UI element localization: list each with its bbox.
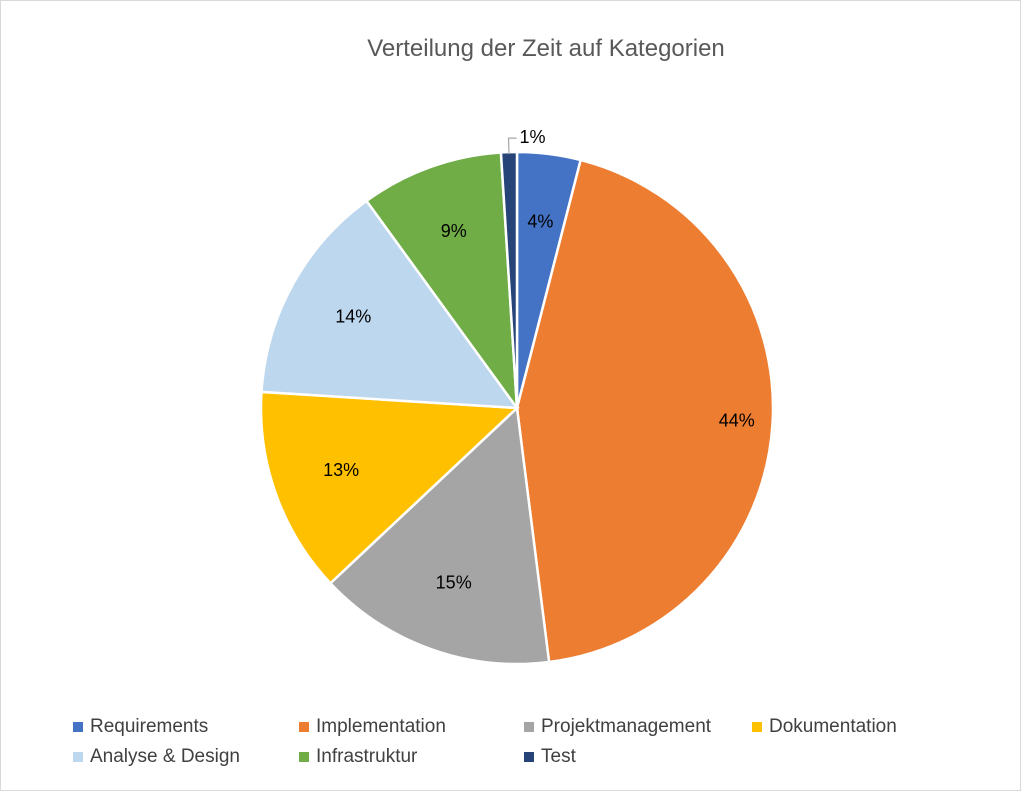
pie-slices bbox=[259, 150, 775, 666]
legend-swatch-dokumentation bbox=[752, 722, 762, 732]
data-label-dokumentation: 13% bbox=[323, 460, 359, 480]
legend-label-implementation: Implementation bbox=[316, 716, 446, 737]
legend-swatch-infrastruktur bbox=[299, 752, 309, 762]
legend-swatch-projektmanagement bbox=[524, 722, 534, 732]
legend-item-test: Test bbox=[524, 746, 577, 767]
data-label-infrastruktur: 9% bbox=[441, 221, 467, 241]
legend-item-dokumentation: Dokumentation bbox=[752, 716, 897, 737]
pie-slice-dokumentation bbox=[259, 390, 520, 586]
legend-label-infrastruktur: Infrastruktur bbox=[316, 746, 418, 767]
pie-slice-analyse-and-design bbox=[260, 199, 520, 410]
data-label-projektmanagement: 15% bbox=[436, 573, 472, 593]
legend-item-requirements: Requirements bbox=[73, 716, 208, 737]
data-label-requirements: 4% bbox=[527, 211, 553, 231]
legend-label-requirements: Requirements bbox=[90, 716, 208, 737]
legend-label-test: Test bbox=[541, 746, 577, 767]
legend-label-projektmanagement: Projektmanagement bbox=[541, 716, 712, 737]
legend-label-dokumentation: Dokumentation bbox=[769, 716, 897, 737]
legend-swatch-requirements bbox=[73, 722, 83, 732]
legend-swatch-analyse-and-design bbox=[73, 752, 83, 762]
pie-slice-infrastruktur bbox=[364, 151, 519, 413]
pie-slice-projektmanagement bbox=[328, 405, 551, 666]
data-label-test: 1% bbox=[520, 127, 546, 147]
legend-item-infrastruktur: Infrastruktur bbox=[299, 746, 418, 767]
legend: Requirements Implementation Projektmanagem… bbox=[73, 716, 897, 767]
legend-swatch-test bbox=[524, 752, 534, 762]
legend-item-implementation: Implementation bbox=[299, 716, 446, 737]
chart-title: Verteilung der Zeit auf Kategorien bbox=[367, 35, 725, 62]
legend-item-analyse-and-design: Analyse & Design bbox=[73, 746, 240, 767]
leader-line-test bbox=[507, 137, 517, 155]
legend-label-analyse-and-design: Analyse & Design bbox=[90, 746, 240, 767]
legend-item-projektmanagement: Projektmanagement bbox=[524, 716, 712, 737]
data-label-analyse-and-design: 14% bbox=[335, 307, 371, 327]
legend-swatch-implementation bbox=[299, 722, 309, 732]
data-labels: 4% 44% 15% 13% 14% 9% 1% bbox=[323, 127, 755, 593]
pie-slice-implementation bbox=[515, 158, 775, 664]
data-label-implementation: 44% bbox=[719, 411, 755, 431]
